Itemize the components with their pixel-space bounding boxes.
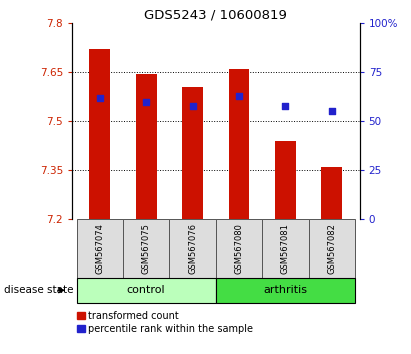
Bar (321, 167, 342, 219)
Bar (169, 219, 216, 278)
Text: GSM567082: GSM567082 (327, 223, 336, 274)
Point (236, 93, 242, 98)
Bar (275, 141, 296, 219)
Bar (123, 219, 169, 278)
Bar (182, 87, 203, 219)
Bar (76, 278, 216, 303)
Point (282, 103, 289, 108)
Title: GDS5243 / 10600819: GDS5243 / 10600819 (144, 9, 287, 22)
Text: disease state: disease state (4, 285, 74, 295)
Text: GSM567076: GSM567076 (188, 223, 197, 274)
Text: GSM567081: GSM567081 (281, 223, 290, 274)
Point (328, 109, 335, 114)
Text: GSM567080: GSM567080 (235, 223, 243, 274)
Bar (89, 49, 110, 219)
Text: GSM567074: GSM567074 (95, 223, 104, 274)
Bar (262, 219, 309, 278)
Bar (229, 69, 249, 219)
Bar (216, 278, 355, 303)
Bar (216, 219, 262, 278)
Text: arthritis: arthritis (263, 285, 307, 295)
Text: control: control (127, 285, 166, 295)
Legend: transformed count, percentile rank within the sample: transformed count, percentile rank withi… (77, 311, 254, 334)
Point (143, 99, 150, 104)
Point (189, 103, 196, 108)
Text: GSM567075: GSM567075 (142, 223, 151, 274)
Bar (76, 219, 123, 278)
Point (97, 95, 103, 101)
Bar (136, 74, 157, 219)
Bar (309, 219, 355, 278)
